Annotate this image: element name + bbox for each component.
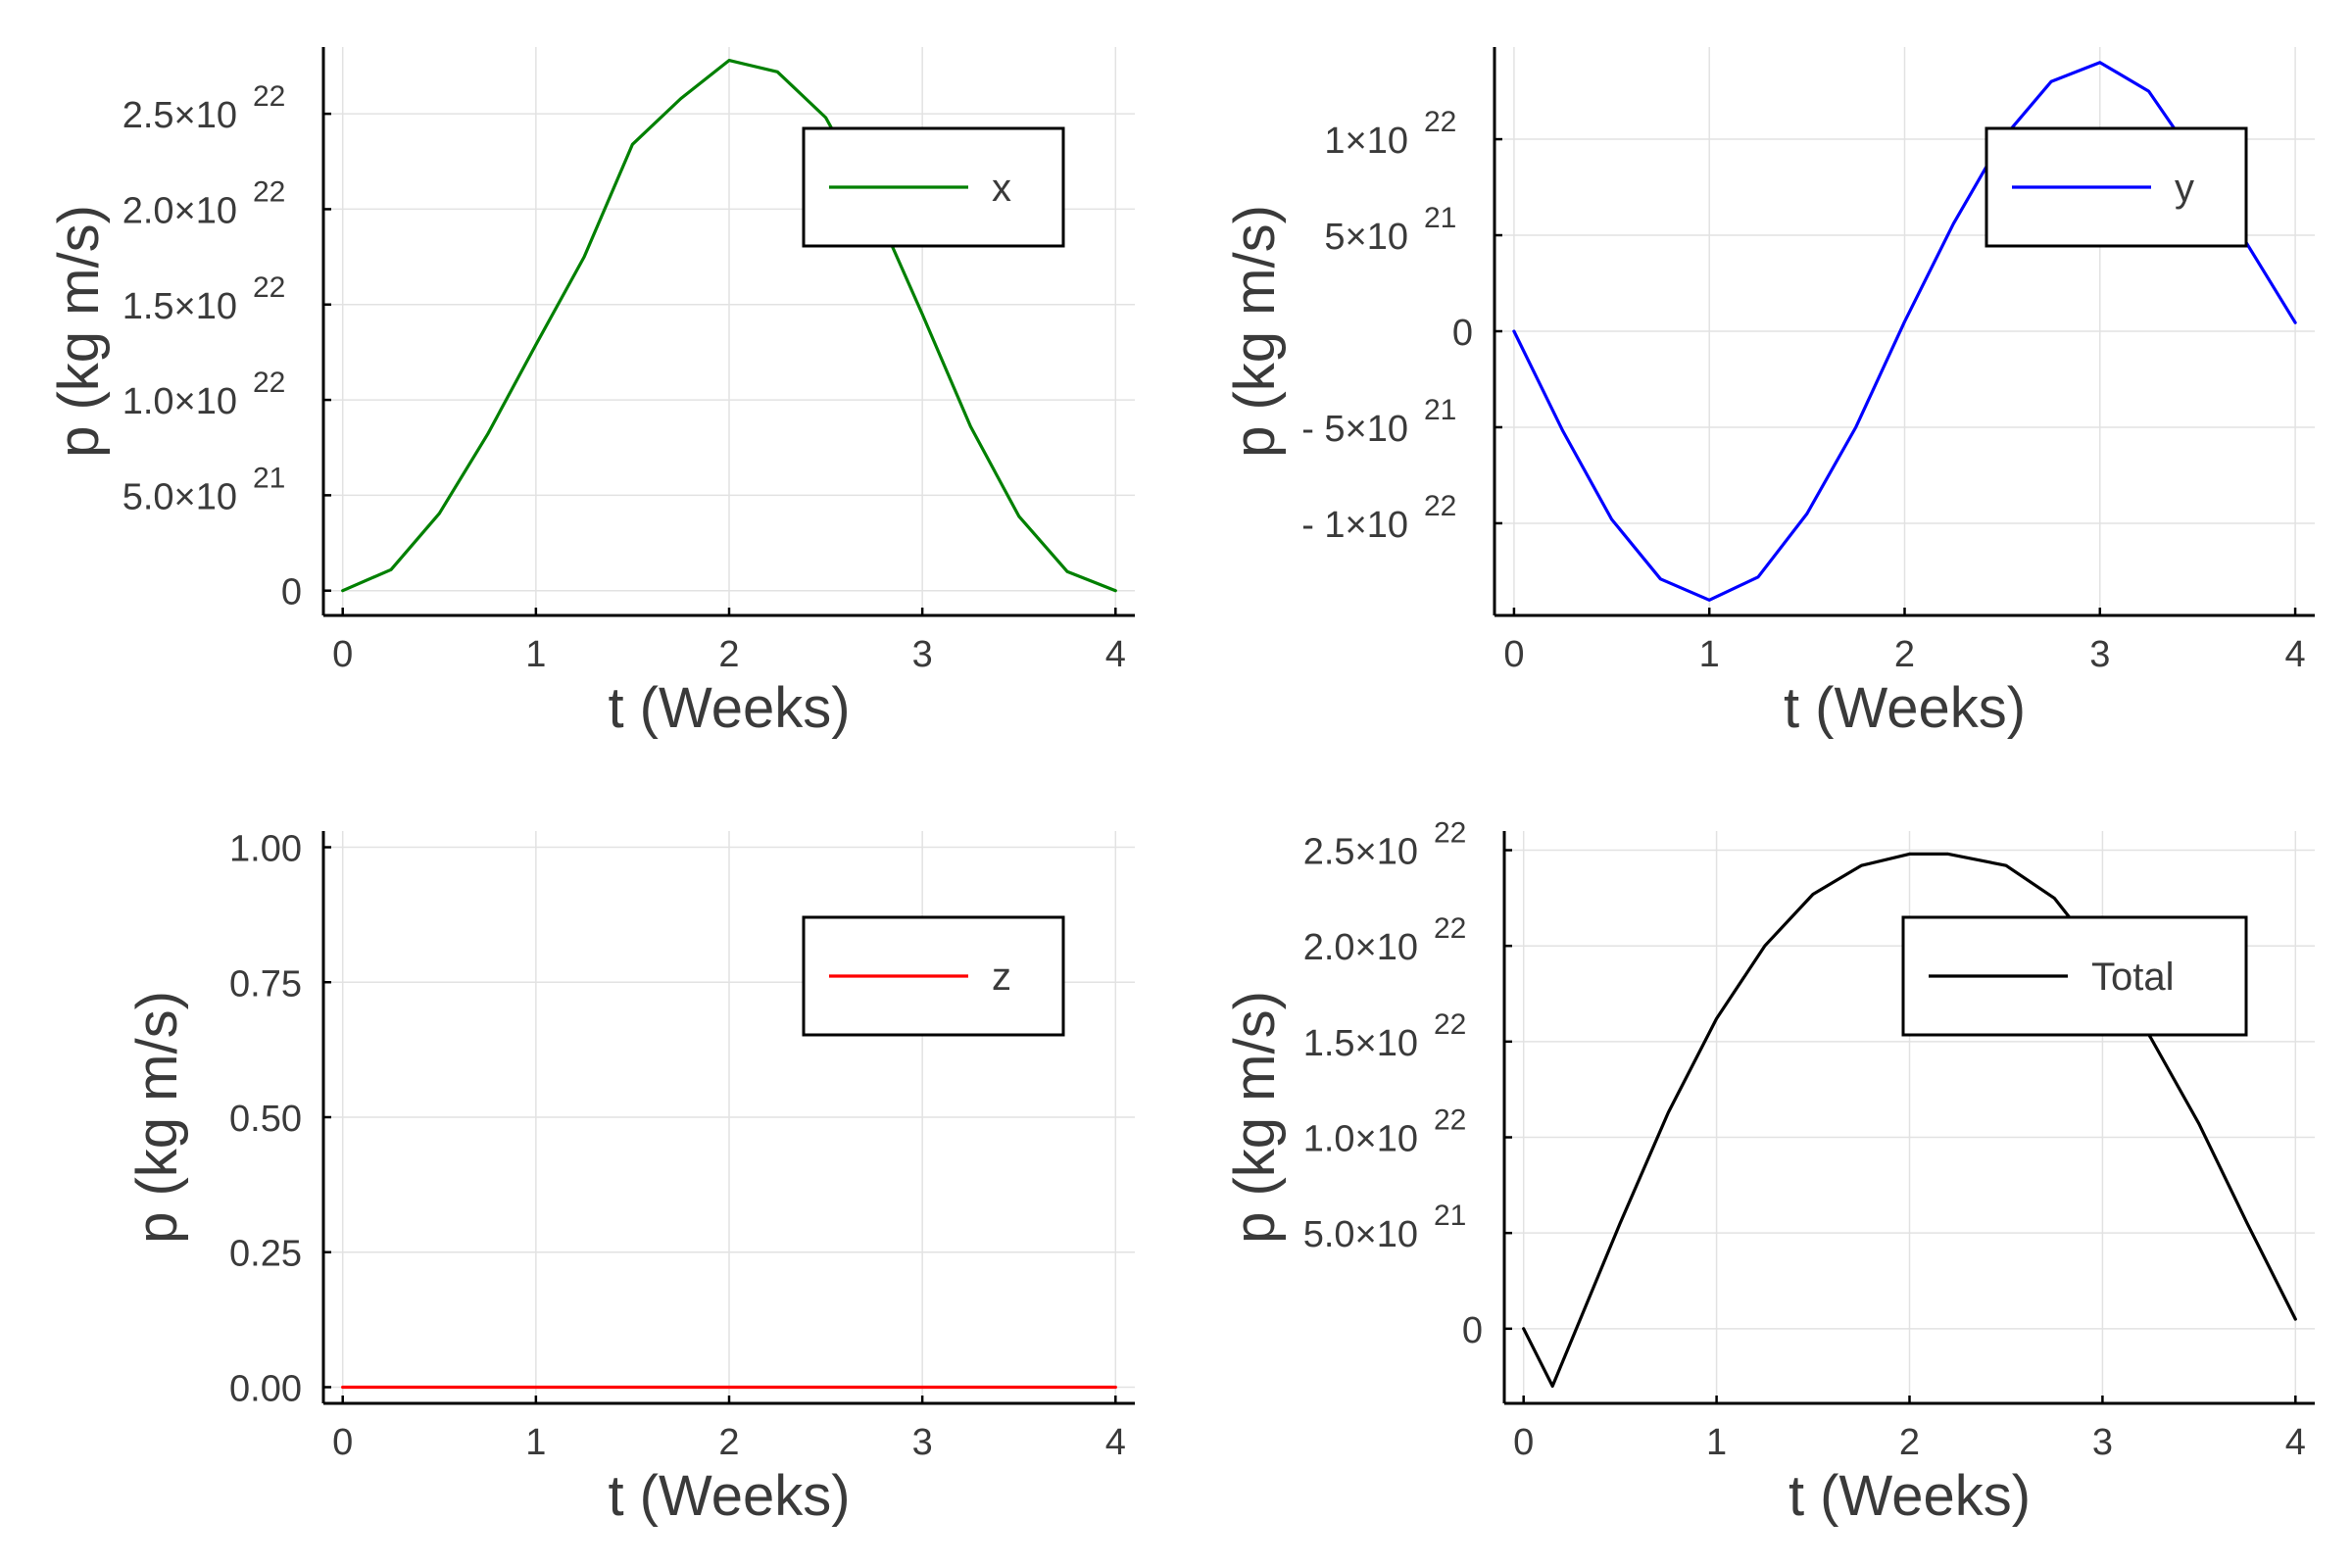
chart-panel-3: 0 1 2 3 4 0.00 0.25 0.50 0.75 1.00 t (Weeks) p (kg …: [125, 829, 1135, 1528]
y-tick-label: 0: [1462, 1310, 1483, 1351]
x-tick-label: 0: [332, 634, 353, 675]
y-tick-label: - 5×10: [1301, 409, 1408, 450]
legend-label: x: [992, 167, 1011, 210]
legend: Total: [1901, 915, 2248, 1037]
y-tick-label: 1.0×10: [122, 381, 237, 422]
legend-label: Total: [2091, 956, 2175, 999]
y-tick-exponent: 22: [253, 80, 285, 113]
y-tick-label: 0.75: [229, 963, 302, 1004]
x-axis-title: t (Weeks): [1784, 676, 2026, 740]
x-tick-label: 2: [1899, 1422, 1920, 1463]
y-tick-label: 2.5×10: [1303, 832, 1418, 873]
y-tick-label: 5.0×10: [1303, 1214, 1418, 1255]
y-tick-exponent: 22: [1424, 490, 1456, 522]
x-tick-label: 4: [2285, 634, 2306, 675]
x-axis-title: t (Weeks): [608, 1464, 850, 1528]
y-tick-label: 0: [1452, 313, 1473, 354]
y-tick-exponent: 21: [1424, 394, 1456, 426]
y-tick-label: 0.25: [229, 1234, 302, 1275]
y-tick-label: 1.5×10: [1303, 1023, 1418, 1064]
x-tick-label: 3: [2092, 1422, 2113, 1463]
x-tick-label: 3: [912, 634, 933, 675]
legend: z: [802, 915, 1065, 1037]
x-axis-title: t (Weeks): [608, 676, 850, 740]
y-tick-label: 1×10: [1324, 121, 1408, 162]
x-tick-label: 4: [2285, 1422, 2306, 1463]
y-tick-label: 2.5×10: [122, 95, 237, 136]
y-tick-label: 2.0×10: [122, 190, 237, 231]
y-tick-exponent: 22: [1434, 1008, 1466, 1041]
y-tick-exponent: 22: [1434, 912, 1466, 945]
x-tick-label: 2: [718, 634, 739, 675]
y-tick-label: 1.5×10: [122, 286, 237, 327]
y-tick-exponent: 22: [1434, 1104, 1466, 1137]
y-tick-label: - 1×10: [1301, 505, 1408, 546]
legend-label: z: [992, 956, 1011, 999]
y-tick-label: 0.50: [229, 1099, 302, 1140]
x-tick-label: 0: [1503, 634, 1524, 675]
y-tick-label: 1.00: [229, 829, 302, 870]
chart-panel-2: 0 1 2 3 4 - 1×10 22 - 5×10 21 0 5×10 21 1×10 22 t (Wee…: [1223, 47, 2315, 740]
series-line-total: [1522, 852, 2297, 1388]
y-tick-exponent: 22: [253, 271, 285, 304]
series-line-y: [1512, 61, 2297, 602]
x-tick-label: 4: [1105, 1422, 1126, 1463]
x-tick-label: 2: [1894, 634, 1915, 675]
legend: x: [802, 126, 1065, 248]
y-tick-exponent: 22: [1424, 106, 1456, 138]
y-tick-label: 5×10: [1324, 217, 1408, 258]
legend: y: [1984, 126, 2248, 248]
y-tick-label: 0: [281, 572, 302, 613]
chart-panel-1: 0 1 2 3 4 0 5.0×10 21 1.0×10 22 1.5×10 22 2.0×10 22 2.…: [47, 47, 1135, 740]
y-axis-title: p (kg m/s): [47, 205, 111, 458]
x-tick-label: 1: [525, 1422, 546, 1463]
y-tick-exponent: 21: [1434, 1200, 1466, 1232]
series-line-x: [341, 59, 1117, 593]
y-tick-exponent: 22: [253, 367, 285, 399]
y-axis-title: p (kg m/s): [125, 991, 189, 1244]
y-axis-title: p (kg m/s): [1223, 991, 1287, 1244]
y-tick-label: 1.0×10: [1303, 1119, 1418, 1160]
y-tick-label: 0.00: [229, 1368, 302, 1409]
chart-panel-4: 0 1 2 3 4 0 5.0×10 21 1.0×10 22 1.5×10 22 2.0×10 22 2.…: [1223, 817, 2315, 1528]
x-tick-label: 1: [525, 634, 546, 675]
y-axis-title: p (kg m/s): [1223, 205, 1287, 458]
x-tick-label: 0: [332, 1422, 353, 1463]
x-tick-label: 4: [1105, 634, 1126, 675]
x-axis-title: t (Weeks): [1788, 1464, 2031, 1528]
x-tick-label: 0: [1513, 1422, 1534, 1463]
x-tick-label: 2: [718, 1422, 739, 1463]
x-tick-label: 1: [1699, 634, 1720, 675]
y-tick-exponent: 21: [253, 462, 285, 494]
y-tick-label: 2.0×10: [1303, 927, 1418, 968]
y-tick-exponent: 22: [1434, 817, 1466, 850]
x-tick-label: 3: [912, 1422, 933, 1463]
y-tick-label: 5.0×10: [122, 476, 237, 517]
x-tick-label: 1: [1706, 1422, 1727, 1463]
y-tick-exponent: 21: [1424, 202, 1456, 234]
legend-label: y: [2175, 167, 2194, 210]
x-tick-label: 3: [2089, 634, 2110, 675]
y-tick-exponent: 22: [253, 175, 285, 208]
